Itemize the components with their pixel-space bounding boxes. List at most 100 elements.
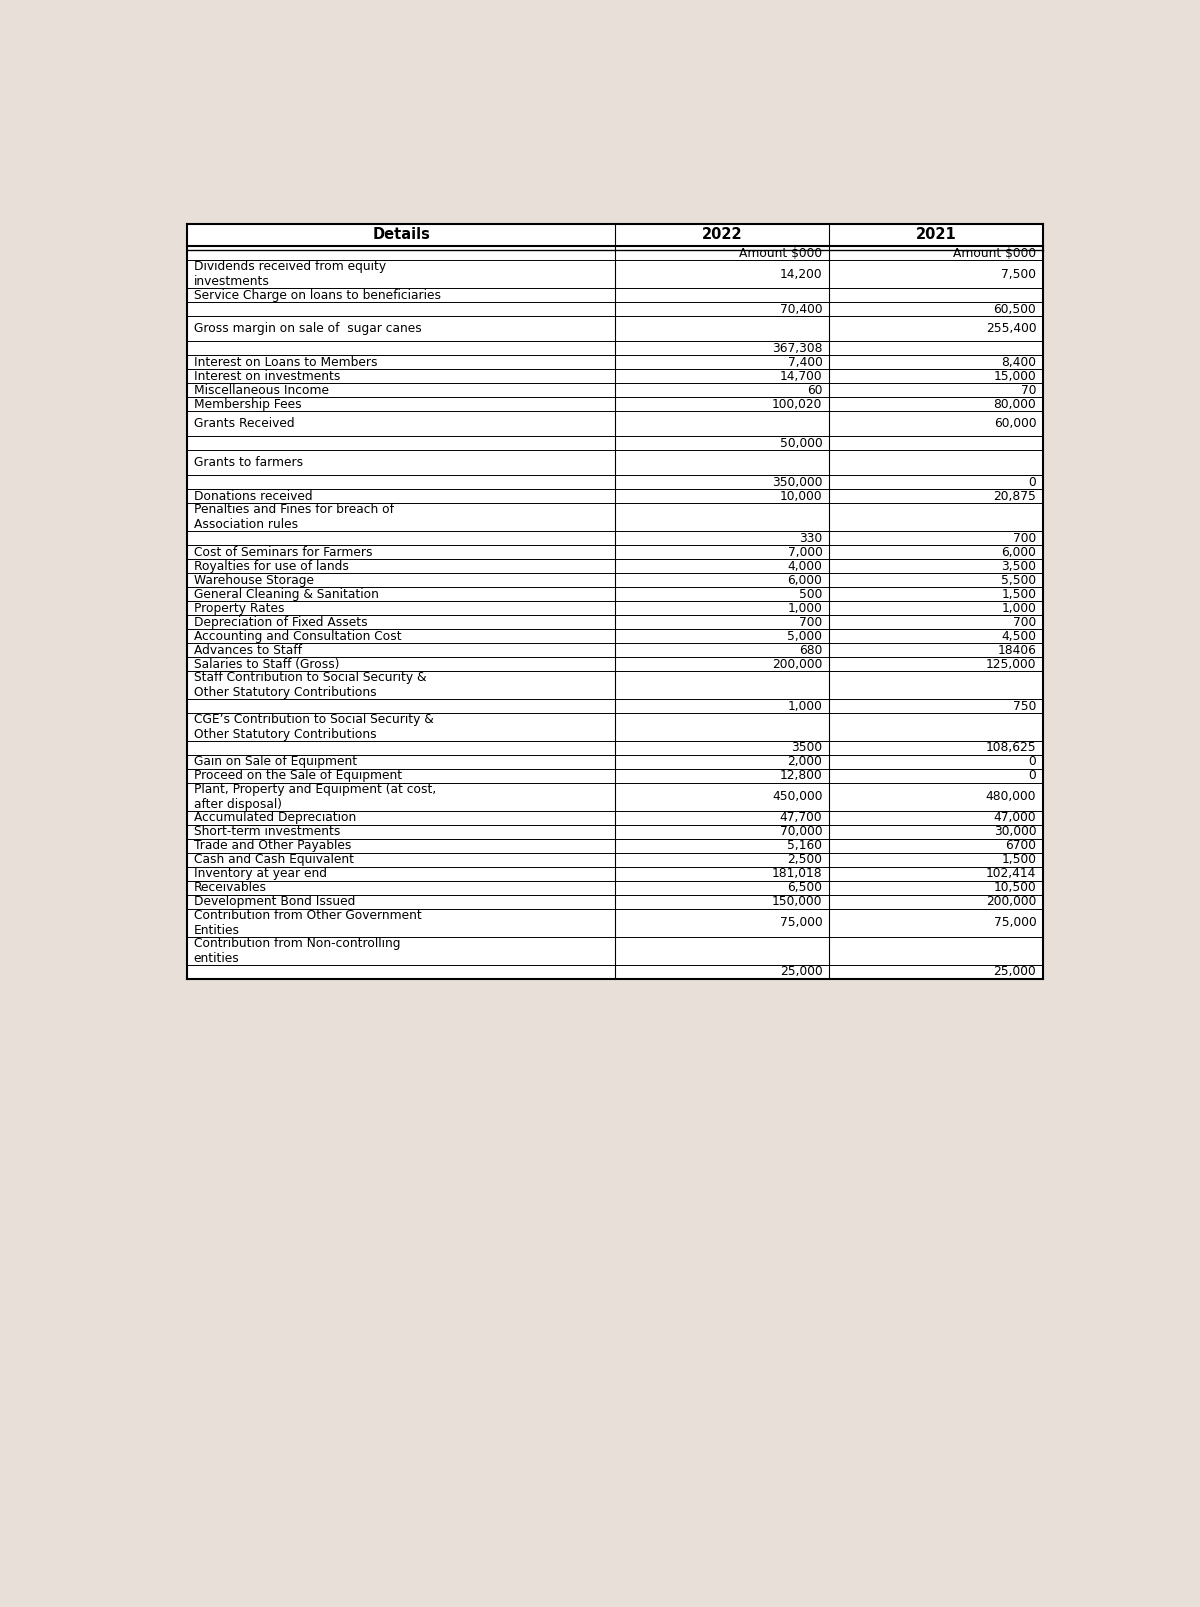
- Text: General Cleaning & Sanitation: General Cleaning & Sanitation: [193, 588, 378, 601]
- Text: 750: 750: [1013, 699, 1037, 712]
- Text: Interest on Loans to Members: Interest on Loans to Members: [193, 355, 377, 368]
- Text: 2,500: 2,500: [787, 853, 822, 866]
- Text: 10,500: 10,500: [994, 881, 1037, 893]
- Text: Contribution from Non-controlling
entities: Contribution from Non-controlling entiti…: [193, 937, 401, 964]
- Text: 1,500: 1,500: [1001, 853, 1037, 866]
- Text: 25,000: 25,000: [780, 966, 822, 979]
- Text: Cost of Seminars for Farmers: Cost of Seminars for Farmers: [193, 546, 372, 559]
- Text: 108,625: 108,625: [985, 741, 1037, 754]
- Text: 47,000: 47,000: [994, 812, 1037, 824]
- Text: Cash and Cash Equivalent: Cash and Cash Equivalent: [193, 853, 354, 866]
- Text: 700: 700: [1013, 532, 1037, 545]
- Text: 200,000: 200,000: [772, 657, 822, 670]
- Text: 60: 60: [806, 384, 822, 397]
- Text: 6,000: 6,000: [1002, 546, 1037, 559]
- Text: 700: 700: [1013, 615, 1037, 628]
- Text: 14,200: 14,200: [780, 268, 822, 281]
- Text: 2,000: 2,000: [787, 755, 822, 768]
- Text: Service Charge on loans to beneficiaries: Service Charge on loans to beneficiaries: [193, 289, 440, 302]
- Text: 70: 70: [1021, 384, 1037, 397]
- Text: 200,000: 200,000: [986, 895, 1037, 908]
- Text: Miscellaneous Income: Miscellaneous Income: [193, 384, 329, 397]
- Text: 70,000: 70,000: [780, 826, 822, 839]
- Text: 75,000: 75,000: [994, 916, 1037, 929]
- Text: 3500: 3500: [791, 741, 822, 754]
- Text: 7,400: 7,400: [787, 355, 822, 368]
- Text: Grants to farmers: Grants to farmers: [193, 456, 302, 469]
- Text: Dividends received from equity
investments: Dividends received from equity investmen…: [193, 260, 386, 288]
- Text: 6,500: 6,500: [787, 881, 822, 893]
- Text: Interest on investments: Interest on investments: [193, 370, 340, 382]
- Text: Depreciation of Fixed Assets: Depreciation of Fixed Assets: [193, 615, 367, 628]
- Text: Details: Details: [372, 228, 430, 243]
- Text: Grants Received: Grants Received: [193, 418, 294, 431]
- Text: 50,000: 50,000: [780, 437, 822, 450]
- Text: Advances to Staff: Advances to Staff: [193, 643, 301, 657]
- Text: 5,500: 5,500: [1001, 574, 1037, 587]
- Text: 450,000: 450,000: [772, 791, 822, 804]
- Text: 1,000: 1,000: [787, 601, 822, 614]
- Text: Receivables: Receivables: [193, 881, 266, 893]
- Text: 700: 700: [799, 615, 822, 628]
- Text: 3,500: 3,500: [1001, 559, 1037, 572]
- Text: Penalties and Fines for breach of
Association rules: Penalties and Fines for breach of Associ…: [193, 503, 394, 532]
- Text: Warehouse Storage: Warehouse Storage: [193, 574, 313, 587]
- Text: 60,000: 60,000: [994, 418, 1037, 431]
- Text: 12,800: 12,800: [780, 770, 822, 783]
- Text: 2021: 2021: [916, 228, 956, 243]
- Text: 8,400: 8,400: [1001, 355, 1037, 368]
- Text: 181,018: 181,018: [772, 868, 822, 881]
- Text: 1,000: 1,000: [787, 699, 822, 712]
- Text: Accumulated Depreciation: Accumulated Depreciation: [193, 812, 356, 824]
- Text: 2022: 2022: [702, 228, 743, 243]
- Text: Plant, Property and Equipment (at cost,
after disposal): Plant, Property and Equipment (at cost, …: [193, 783, 436, 812]
- Text: 150,000: 150,000: [772, 895, 822, 908]
- Text: 4,000: 4,000: [787, 559, 822, 572]
- Text: Staff Contribution to Social Security &
Other Statutory Contributions: Staff Contribution to Social Security & …: [193, 672, 426, 699]
- Text: 47,700: 47,700: [780, 812, 822, 824]
- Text: 480,000: 480,000: [985, 791, 1037, 804]
- Text: 680: 680: [799, 643, 822, 657]
- Text: 330: 330: [799, 532, 822, 545]
- Text: Accounting and Consultation Cost: Accounting and Consultation Cost: [193, 630, 401, 643]
- Text: Development Bond Issued: Development Bond Issued: [193, 895, 355, 908]
- Text: 100,020: 100,020: [772, 397, 822, 411]
- Text: Gross margin on sale of  sugar canes: Gross margin on sale of sugar canes: [193, 321, 421, 336]
- Text: Proceed on the Sale of Equipment: Proceed on the Sale of Equipment: [193, 770, 402, 783]
- Text: 75,000: 75,000: [780, 916, 822, 929]
- Text: 5,160: 5,160: [787, 839, 822, 852]
- Text: 1,500: 1,500: [1001, 588, 1037, 601]
- Text: 0: 0: [1028, 476, 1037, 489]
- Text: 30,000: 30,000: [994, 826, 1037, 839]
- Text: Inventory at year end: Inventory at year end: [193, 868, 326, 881]
- Text: 20,875: 20,875: [994, 490, 1037, 503]
- Text: 14,700: 14,700: [780, 370, 822, 382]
- Text: 255,400: 255,400: [985, 321, 1037, 336]
- Text: 367,308: 367,308: [772, 342, 822, 355]
- Text: Trade and Other Payables: Trade and Other Payables: [193, 839, 352, 852]
- Text: 102,414: 102,414: [986, 868, 1037, 881]
- Text: 6700: 6700: [1006, 839, 1037, 852]
- Text: 350,000: 350,000: [772, 476, 822, 489]
- Text: 500: 500: [799, 588, 822, 601]
- Text: Amount $000: Amount $000: [953, 246, 1037, 260]
- Text: CGE’s Contribution to Social Security &
Other Statutory Contributions: CGE’s Contribution to Social Security & …: [193, 714, 433, 741]
- Text: 1,000: 1,000: [1002, 601, 1037, 614]
- Text: 6,000: 6,000: [787, 574, 822, 587]
- Text: 125,000: 125,000: [985, 657, 1037, 670]
- Text: Contribution from Other Government
Entities: Contribution from Other Government Entit…: [193, 908, 421, 937]
- Text: 0: 0: [1028, 770, 1037, 783]
- Text: Donations received: Donations received: [193, 490, 312, 503]
- Text: Salaries to Staff (Gross): Salaries to Staff (Gross): [193, 657, 340, 670]
- Text: Gain on Sale of Equipment: Gain on Sale of Equipment: [193, 755, 356, 768]
- Text: Short-term investments: Short-term investments: [193, 826, 340, 839]
- Text: 7,000: 7,000: [787, 546, 822, 559]
- Text: Membership Fees: Membership Fees: [193, 397, 301, 411]
- Text: 80,000: 80,000: [994, 397, 1037, 411]
- Text: 18406: 18406: [997, 643, 1037, 657]
- Text: Property Rates: Property Rates: [193, 601, 284, 614]
- Text: Amount $000: Amount $000: [739, 246, 822, 260]
- Text: 10,000: 10,000: [780, 490, 822, 503]
- Text: 60,500: 60,500: [994, 302, 1037, 315]
- Text: Royalties for use of lands: Royalties for use of lands: [193, 559, 348, 572]
